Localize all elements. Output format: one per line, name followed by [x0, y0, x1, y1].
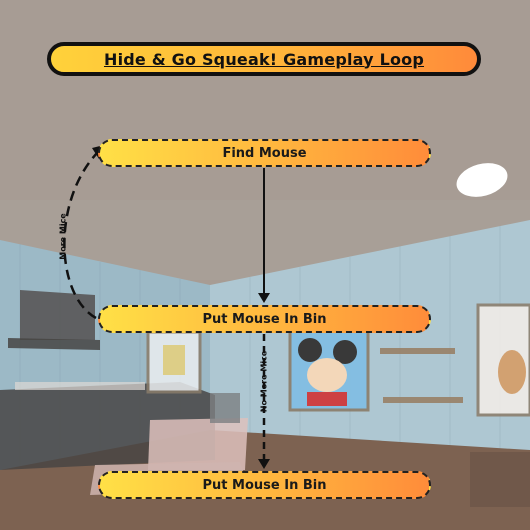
poster-left: [146, 330, 202, 394]
arrow-loop-more-mice: [63, 151, 99, 320]
cabinet: [470, 452, 530, 507]
node-find-mouse: Find Mouse: [98, 139, 431, 167]
node-put-mouse-in-bin: Put Mouse In Bin: [98, 305, 431, 333]
shelf-lower: [383, 397, 463, 403]
ceiling-light: [456, 163, 508, 197]
edge-label-more-mice: More Mice: [58, 213, 68, 260]
range-hood: [20, 290, 95, 340]
node-put-mouse-in-bin-label: Put Mouse In Bin: [202, 311, 327, 327]
right-wall: [210, 220, 530, 500]
node-put-mouse-in-bin-final: Put Mouse In Bin: [98, 471, 431, 499]
trash-bin: [210, 393, 240, 423]
arrowhead-no-more-mice: [258, 459, 270, 469]
node-put-mouse-in-bin-final-label: Put Mouse In Bin: [202, 477, 327, 493]
edge-label-no-more-mice: No More Mice: [259, 350, 269, 413]
diagram-title: Hide & Go Squeak! Gameplay Loop: [103, 49, 425, 69]
chair: [148, 418, 248, 470]
diagram-title-box: Hide & Go Squeak! Gameplay Loop: [47, 42, 481, 76]
arrowhead-find-to-bin: [258, 293, 270, 303]
shelf-upper: [380, 348, 455, 354]
node-find-mouse-label: Find Mouse: [222, 145, 307, 161]
